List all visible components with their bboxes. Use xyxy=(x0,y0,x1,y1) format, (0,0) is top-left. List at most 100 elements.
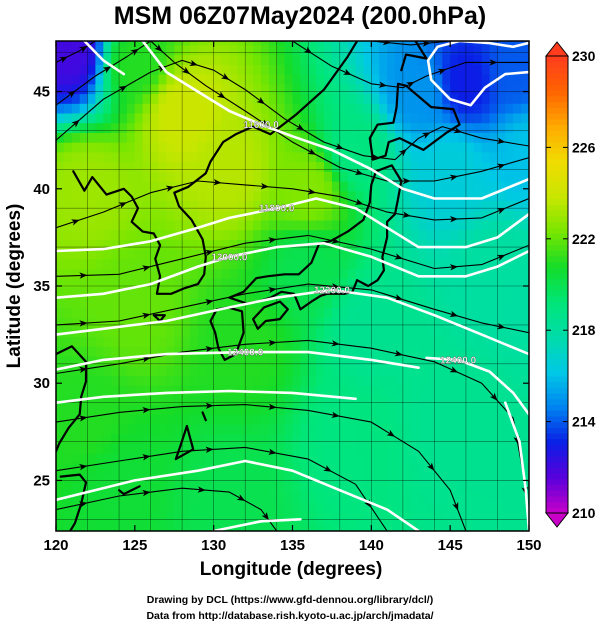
colorbar-swatch xyxy=(546,158,568,166)
coastline xyxy=(152,314,166,323)
colorbar-swatch xyxy=(546,313,568,320)
wind-arrow xyxy=(79,320,88,327)
coastline xyxy=(252,300,289,330)
wind-arrow xyxy=(437,68,447,75)
wind-arrow xyxy=(130,48,139,56)
wind-arrow xyxy=(307,148,317,155)
colorbar-swatch xyxy=(546,175,568,183)
wind-arrow xyxy=(236,494,246,501)
colorbar-swatch xyxy=(546,56,568,63)
credit-data: Data from http://database.rish.kyoto-u.a… xyxy=(146,610,433,622)
streamline xyxy=(371,41,451,46)
geopotential-contour xyxy=(56,197,529,253)
wind-arrow xyxy=(489,59,498,66)
colorbar-label: 230 xyxy=(572,48,596,64)
wind-arrow xyxy=(354,168,364,176)
coastline xyxy=(174,424,195,461)
geopotential-contour xyxy=(56,459,420,531)
wind-arrow xyxy=(331,237,340,244)
streamline xyxy=(150,41,529,182)
colorbar-swatch xyxy=(546,67,568,74)
colorbar-swatch xyxy=(546,221,568,228)
coastline xyxy=(72,41,359,295)
coastline xyxy=(201,411,207,422)
wind-arrow xyxy=(71,219,80,226)
geopotential-contours: 11600.0 11800.0 12000.0 12200.0 12400.0 12400… xyxy=(56,41,529,531)
colorbar-swatch xyxy=(546,153,568,160)
colorbar-swatch xyxy=(546,324,568,331)
colorbar-swatch xyxy=(546,467,568,474)
contour-label: 12400.0 xyxy=(227,348,264,359)
x-tick-label: 150 xyxy=(516,537,541,554)
x-axis-title: Longitude (degrees) xyxy=(200,559,383,580)
coastline xyxy=(228,164,403,311)
wind-arrow xyxy=(406,81,415,89)
colorbar-top-arrow xyxy=(544,41,570,57)
colorbar-swatch xyxy=(546,364,568,371)
colorbar-swatch xyxy=(546,113,568,120)
colorbar-swatch xyxy=(546,421,568,428)
colorbar-swatch xyxy=(546,278,568,285)
y-axis-title: Latitude (degrees) xyxy=(4,204,25,369)
colorbar-swatch xyxy=(546,473,568,480)
wind-arrow xyxy=(118,202,127,209)
colorbar-swatch xyxy=(546,84,568,91)
wind-arrow xyxy=(402,177,411,185)
colorbar-swatch xyxy=(546,495,568,503)
colorbar-swatch xyxy=(546,204,568,211)
colorbar-swatch xyxy=(546,375,568,383)
colorbar-swatch xyxy=(546,135,568,143)
wind-arrow xyxy=(260,182,269,190)
wind-arrow xyxy=(268,339,277,347)
x-tick-label: 135 xyxy=(280,537,305,554)
wind-arrow xyxy=(79,463,88,471)
colorbar-swatch xyxy=(546,181,568,188)
contour-label: 12200.0 xyxy=(314,285,351,296)
wind-arrow xyxy=(79,501,88,508)
wind-arrow xyxy=(331,340,340,347)
wind-streamlines xyxy=(56,41,529,531)
wind-arrow xyxy=(142,407,151,414)
wind-arrow xyxy=(79,366,88,373)
streamline xyxy=(56,446,388,531)
colorbar-label: 210 xyxy=(572,505,596,521)
wind-arrow xyxy=(382,41,391,46)
wind-arrow xyxy=(205,299,214,306)
geopotential-contour xyxy=(504,401,529,531)
streamline xyxy=(56,59,529,161)
colorbar-swatch xyxy=(546,130,568,137)
wind-arrow xyxy=(449,310,459,317)
geopotential-contour xyxy=(426,41,529,107)
wind-arrow xyxy=(449,366,459,373)
coastline xyxy=(400,41,428,72)
colorbar-swatch xyxy=(546,341,568,348)
colorbar-swatch xyxy=(546,398,568,405)
colorbar-swatch xyxy=(546,267,568,274)
wind-arrow xyxy=(449,174,459,181)
colorbar-swatch xyxy=(546,227,568,234)
colorbar-swatch xyxy=(546,238,568,246)
geopotential-contour xyxy=(212,518,302,531)
y-tick-label: 40 xyxy=(33,181,50,198)
wind-arrow xyxy=(496,208,506,215)
coastline xyxy=(56,345,88,453)
wind-arrow xyxy=(165,185,175,192)
colorbar-swatch xyxy=(546,427,568,434)
wind-arrow xyxy=(102,66,112,74)
colorbar-swatch xyxy=(546,455,568,463)
wind-arrow xyxy=(303,46,313,54)
colorbar-swatch xyxy=(546,410,568,417)
wind-arrow xyxy=(378,81,388,88)
colorbar-swatch xyxy=(546,295,568,303)
x-tick-label: 120 xyxy=(43,537,68,554)
y-tick-label: 25 xyxy=(33,472,50,489)
wind-arrow xyxy=(268,286,277,294)
wind-arrow xyxy=(79,272,88,279)
wind-arrow xyxy=(452,501,459,511)
wind-arrow xyxy=(118,85,127,93)
streamline xyxy=(56,404,467,531)
wind-arrow xyxy=(59,56,68,64)
colorbar-swatch xyxy=(546,141,568,148)
colorbar-swatch xyxy=(546,187,568,194)
